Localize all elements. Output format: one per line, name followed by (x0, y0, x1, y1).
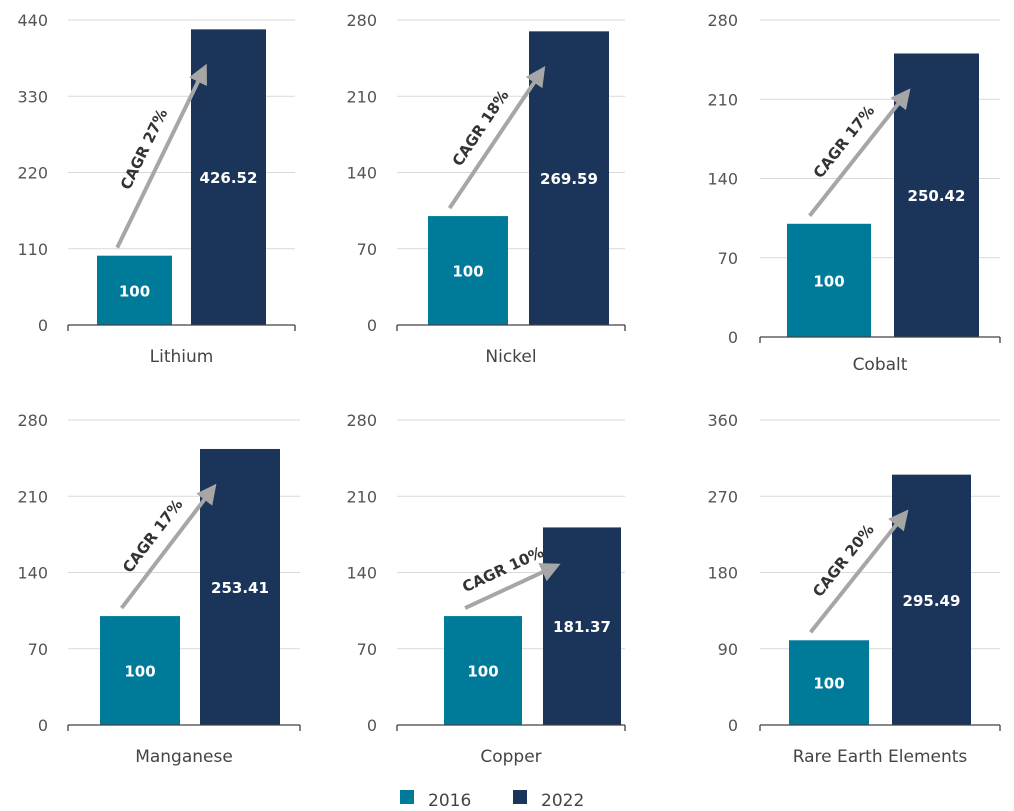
y-tick-label: 280 (707, 11, 738, 30)
legend-swatch-2016 (400, 790, 414, 804)
category-label: Lithium (150, 347, 214, 367)
category-label: Nickel (485, 347, 536, 367)
chart-panel-copper: 0 70 140 210 280 100 181.37 CAGR 10% Copper (346, 411, 626, 767)
y-tick-label: 140 (17, 564, 48, 583)
y-tick-label: 220 (17, 164, 48, 183)
y-tick-label: 0 (728, 716, 738, 735)
data-label: 253.41 (211, 579, 269, 597)
legend-label-2022: 2022 (541, 791, 584, 811)
growth-arrow (115, 63, 207, 249)
y-tick-label: 360 (707, 411, 738, 430)
y-tick-label: 70 (718, 249, 738, 268)
y-tick-label: 70 (357, 240, 377, 259)
y-tick-label: 280 (17, 411, 48, 430)
y-tick-label: 210 (707, 90, 738, 109)
growth-arrow (464, 563, 561, 610)
legend-label-2016: 2016 (428, 791, 471, 811)
y-tick-label: 70 (28, 640, 48, 659)
y-tick-label: 0 (38, 316, 48, 335)
y-tick-label: 440 (17, 11, 48, 30)
y-tick-label: 140 (346, 564, 377, 583)
legend-swatch-2022 (513, 790, 527, 804)
y-tick-label: 270 (707, 487, 738, 506)
y-tick-label: 110 (17, 240, 48, 259)
data-label: 100 (467, 663, 498, 681)
data-label: 100 (813, 272, 844, 290)
category-label: Cobalt (853, 355, 908, 375)
y-tick-label: 0 (38, 716, 48, 735)
growth-arrow (447, 66, 546, 210)
bar-2022 (543, 527, 621, 725)
data-label: 295.49 (903, 592, 961, 610)
data-label: 100 (119, 282, 150, 300)
y-tick-label: 210 (346, 487, 377, 506)
bar-2016 (787, 223, 871, 337)
y-tick-label: 210 (17, 487, 48, 506)
category-label: Manganese (135, 747, 233, 767)
y-tick-label: 140 (346, 164, 377, 183)
growth-arrow (808, 88, 911, 218)
bar-2016 (428, 216, 508, 325)
y-tick-label: 330 (17, 87, 48, 106)
y-tick-label: 210 (346, 87, 377, 106)
data-label: 100 (813, 675, 844, 693)
growth-arrow (120, 483, 217, 610)
y-tick-label: 0 (367, 716, 377, 735)
y-tick-label: 180 (707, 564, 738, 583)
legend: 2016 2022 (400, 790, 584, 811)
data-label: 100 (452, 263, 483, 281)
bar-2016 (789, 640, 869, 725)
bar-2016 (444, 616, 522, 725)
growth-arrow (809, 509, 909, 634)
bar-2016 (100, 616, 180, 725)
data-label: 250.42 (908, 187, 966, 205)
category-label: Rare Earth Elements (793, 747, 968, 767)
data-label: 100 (124, 663, 155, 681)
bar-2016 (97, 255, 172, 325)
data-label: 426.52 (200, 169, 258, 187)
y-tick-label: 140 (707, 170, 738, 189)
cagr-label: CAGR 10% (460, 543, 547, 596)
data-label: 181.37 (553, 618, 611, 636)
y-tick-label: 0 (728, 328, 738, 347)
category-label: Copper (480, 747, 541, 767)
y-tick-label: 280 (346, 411, 377, 430)
y-tick-label: 280 (346, 11, 377, 30)
data-label: 269.59 (540, 170, 598, 188)
y-tick-label: 0 (367, 316, 377, 335)
y-tick-label: 70 (357, 640, 377, 659)
y-tick-label: 90 (718, 640, 738, 659)
